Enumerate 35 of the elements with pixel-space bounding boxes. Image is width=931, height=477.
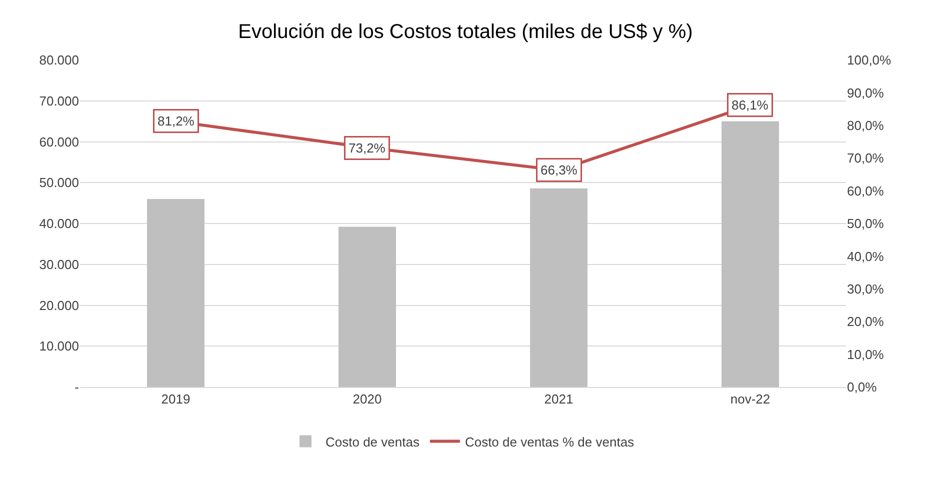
bar: [722, 121, 779, 387]
data-label: 81,2%: [158, 114, 195, 128]
data-label: 86,1%: [732, 98, 769, 112]
y2-tick-label: 0,0%: [847, 380, 878, 395]
y2-tick-label: 70,0%: [847, 150, 884, 166]
y-tick-label: 80.000: [39, 52, 79, 68]
y-tick-label: 70.000: [39, 93, 79, 108]
legend-label: Costo de ventas: [326, 434, 420, 450]
x-tick-label: 2021: [544, 392, 574, 407]
y2-tick-label: 40,0%: [847, 248, 884, 264]
y-tick-label: 10.000: [39, 338, 79, 354]
y-tick-label: 30.000: [39, 256, 79, 272]
y2-tick-label: 50,0%: [847, 216, 884, 232]
x-tick-label: 2019: [161, 392, 190, 407]
chart-title: Evolución de los Costos totales (miles de US$ y %): [238, 20, 693, 43]
y2-tick-label: 90,0%: [847, 85, 884, 100]
y-tick-label: -: [74, 380, 79, 395]
y2-tick-label: 80,0%: [847, 118, 884, 133]
bar: [530, 188, 588, 387]
y2-tick-label: 100,0%: [847, 52, 892, 68]
y-tick-label: 40.000: [39, 216, 79, 232]
bar: [338, 226, 396, 387]
x-tick-label: nov-22: [730, 392, 770, 407]
y2-tick-label: 60,0%: [847, 183, 884, 198]
y2-tick-label: 10,0%: [847, 346, 884, 362]
bar: [147, 198, 204, 387]
data-label: 73,2%: [348, 140, 386, 156]
y-tick-label: 50.000: [39, 175, 79, 190]
legend-label: Costo de ventas % de ventas: [464, 434, 635, 450]
y2-tick-label: 30,0%: [847, 281, 884, 296]
y2-tick-label: 20,0%: [847, 314, 884, 330]
data-label: 66,3%: [540, 162, 578, 178]
x-tick-label: 2020: [352, 392, 382, 407]
y-tick-label: 20.000: [39, 298, 79, 313]
y-tick-label: 60.000: [39, 134, 79, 150]
